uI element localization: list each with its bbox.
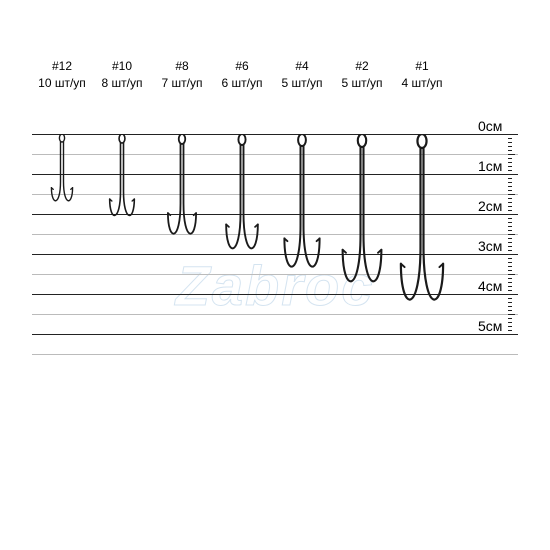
ruler-tick [508, 214, 518, 215]
ruler-tick [508, 314, 515, 315]
ruler-tick [508, 286, 512, 287]
double-hook-icon [50, 134, 74, 206]
double-hook-icon [340, 134, 384, 294]
ruler-tick [508, 206, 512, 207]
ruler-tick [508, 294, 518, 295]
ruler-tick [508, 274, 515, 275]
ruler-tick [508, 250, 512, 251]
scale-label: 0см [478, 118, 518, 134]
double-hook-icon [108, 134, 136, 222]
hook-size-label: #10 [92, 58, 152, 75]
hook-pack-label: 6 шт/уп [212, 75, 272, 92]
ruler-tick [508, 330, 512, 331]
ruler-tick [508, 134, 518, 135]
ruler-tick [508, 210, 512, 211]
ruler-tick [508, 326, 512, 327]
ruler-tick [508, 278, 512, 279]
ruler-tick [508, 150, 512, 151]
ruler-tick [508, 186, 512, 187]
ruler-tick [508, 254, 518, 255]
ruler-tick [508, 158, 512, 159]
ruler-tick [508, 202, 512, 203]
hook-header: #14 шт/уп [392, 58, 452, 92]
ruler-tick [508, 266, 512, 267]
ruler-tick [508, 190, 512, 191]
ruler-tick [508, 226, 512, 227]
ruler-tick [508, 138, 512, 139]
ruler-tick [508, 322, 512, 323]
ruler-tick [508, 234, 515, 235]
double-hook-icon [224, 134, 260, 258]
ruler-tick [508, 154, 515, 155]
ruler-tick [508, 318, 512, 319]
ruler-tick [508, 310, 512, 311]
double-hook-icon [282, 134, 322, 278]
ruler-tick [508, 298, 512, 299]
hook-header: #25 шт/уп [332, 58, 392, 92]
ruler-tick [508, 246, 512, 247]
ruler-tick [508, 302, 512, 303]
hook-header: #108 шт/уп [92, 58, 152, 92]
size-chart: Zabroc #1210 шт/уп#108 шт/уп#87 шт/уп#66… [32, 58, 518, 492]
double-hook-icon [398, 134, 446, 314]
ruler-tick [508, 238, 512, 239]
scale-label: 3см [478, 238, 518, 254]
double-hook-icon [166, 134, 198, 242]
ruler-tick [508, 194, 515, 195]
scale-label: 1см [478, 158, 518, 174]
hook-headers: #1210 шт/уп#108 шт/уп#87 шт/уп#66 шт/уп#… [32, 58, 452, 123]
ruler-tick [508, 282, 512, 283]
ruler-tick [508, 242, 512, 243]
ruler-tick [508, 162, 512, 163]
scale-label: 4см [478, 278, 518, 294]
hook-pack-label: 8 шт/уп [92, 75, 152, 92]
ruler-tick [508, 258, 512, 259]
ruler-tick [508, 230, 512, 231]
ruler-tick [508, 222, 512, 223]
hook-size-label: #8 [152, 58, 212, 75]
ruler-tick [508, 178, 512, 179]
hook-header: #87 шт/уп [152, 58, 212, 92]
ruler-tick [508, 166, 512, 167]
hook-pack-label: 4 шт/уп [392, 75, 452, 92]
ruler-tick [508, 146, 512, 147]
scale-label: 5см [478, 318, 518, 334]
hook-size-label: #6 [212, 58, 272, 75]
ruler-tick [508, 218, 512, 219]
ruler-tick [508, 306, 512, 307]
hook-pack-label: 7 шт/уп [152, 75, 212, 92]
ruler-tick [508, 174, 518, 175]
hook-size-label: #1 [392, 58, 452, 75]
hook-size-label: #2 [332, 58, 392, 75]
hook-header: #45 шт/уп [272, 58, 332, 92]
ruler-tick [508, 262, 512, 263]
hook-pack-label: 5 шт/уп [272, 75, 332, 92]
ruler-tick [508, 290, 512, 291]
ruler-tick [508, 198, 512, 199]
hook-pack-label: 10 шт/уп [32, 75, 92, 92]
ruler-tick [508, 182, 512, 183]
hook-size-label: #4 [272, 58, 332, 75]
hook-pack-label: 5 шт/уп [332, 75, 392, 92]
ruler-tick [508, 270, 512, 271]
scale-label: 2см [478, 198, 518, 214]
ruler-tick [508, 170, 512, 171]
hook-header: #1210 шт/уп [32, 58, 92, 92]
hooks-layer [32, 134, 472, 434]
ruler-tick [508, 142, 512, 143]
hook-header: #66 шт/уп [212, 58, 272, 92]
hook-size-label: #12 [32, 58, 92, 75]
ruler-tick [508, 334, 518, 335]
